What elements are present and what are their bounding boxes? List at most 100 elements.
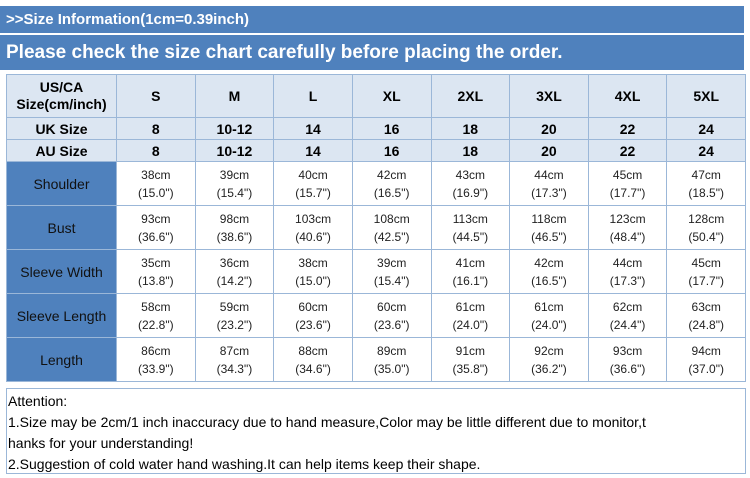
measurement-inch: (34.6") [295,361,331,376]
measurement-cm: 98cm [219,211,250,226]
uk-size-label: UK Size [6,117,117,140]
measurement-cm: 113cm [452,211,488,226]
measurement-cell: 42cm (16.5") [351,161,432,206]
size-header-label: US/CA Size(cm/inch) [6,74,117,118]
au-size-cell: 16 [351,139,432,162]
measurement-inch: (16.5") [373,185,410,200]
au-size-cell: 20 [509,139,589,162]
uk-size-row: UK Size 8 10-12 14 16 18 20 22 24 [6,117,746,140]
measurement-cm: 47cm [691,167,721,182]
attention-line-3: 2.Suggestion of cold water hand washing.… [8,456,481,472]
measurement-cm: 123cm [609,211,646,226]
measurement-cell: 92cm (36.2") [509,337,589,382]
measurement-cm: 93cm [141,211,171,226]
measurement-row: Bust 93cm (36.6") 98cm (38.6") 103cm (40.6") 10… [6,205,746,250]
measurement-inch: (24.0") [452,317,489,332]
size-column-header: M [194,74,275,118]
measurement-inch: (17.7") [688,273,724,288]
size-column-header: 4XL [587,74,668,118]
size-column-header: 5XL [666,74,746,118]
measurement-cell: 62cm (24.4") [587,293,668,338]
measurement-inch: (14.2") [216,273,253,288]
measurement-cell: 91cm (35.8") [430,337,511,382]
measurement-cell: 61cm (24.0") [430,293,511,338]
measurement-cell: 47cm (18.5") [666,161,746,206]
measurement-cm: 89cm [377,343,407,358]
measurement-cm: 43cm [455,167,485,182]
uk-size-cell: 8 [116,117,196,140]
measurement-cm: 45cm [691,255,721,270]
measurement-cm: 36cm [219,255,250,270]
measurement-cm: 44cm [612,255,643,270]
measurement-cell: 45cm (17.7") [587,161,668,206]
measurement-cm: 38cm [298,255,328,270]
size-column-header: XL [351,74,432,118]
measurement-inch: (13.8") [138,273,174,288]
measurement-cell: 39cm (15.4") [351,249,432,294]
measurement-inch: (24.8") [688,317,724,332]
au-size-label: AU Size [6,139,117,162]
measurement-row: Sleeve Width 35cm (13.8") 36cm (14.2") 38cm (1… [6,249,746,294]
au-size-cell: 18 [430,139,511,162]
measurement-inch: (15.4") [216,185,253,200]
measurement-cm: 92cm [534,343,564,358]
uk-size-cell: 14 [273,117,353,140]
measurement-row: Length 86cm (33.9") 87cm (34.3") 88cm (34.6") 8… [6,337,746,382]
measurement-cm: 41cm [455,255,485,270]
measurement-inch: (15.4") [373,273,410,288]
measurement-cell: 41cm (16.1") [430,249,511,294]
measurement-cell: 38cm (15.0") [273,249,353,294]
measurement-inch: (40.6") [295,229,331,244]
measurement-inch: (15.0") [295,273,331,288]
attention-line-2: hanks for your understanding! [8,435,194,451]
uk-size-cell: 20 [509,117,589,140]
measurement-inch: (35.0") [373,361,410,376]
measurement-inch: (16.9") [452,185,489,200]
measurement-inch: (38.6") [216,229,253,244]
measurement-inch: (23.2") [216,317,253,332]
measurement-cm: 40cm [298,167,328,182]
measurement-cell: 86cm (33.9") [116,337,196,382]
measurement-cm: 60cm [377,299,407,314]
measurement-cell: 89cm (35.0") [351,337,432,382]
measurement-cell: 118cm (46.5") [509,205,589,250]
measurement-cm: 61cm [534,299,564,314]
size-column-header: 3XL [509,74,589,118]
measurement-inch: (44.5") [452,229,489,244]
measurement-cm: 39cm [377,255,407,270]
attention-line-1: 1.Size may be 2cm/1 inch inaccuracy due … [8,414,646,430]
measurement-cm: 42cm [534,255,564,270]
au-size-cell: 10-12 [194,139,275,162]
measurement-cell: 61cm (24.0") [509,293,589,338]
size-info-banner: >>Size Information(1cm=0.39inch) [0,6,744,33]
measurement-cm: 88cm [298,343,328,358]
measurement-row: Sleeve Length 58cm (22.8") 59cm (23.2") 60cm (… [6,293,746,338]
measurement-inch: (23.6") [373,317,410,332]
measurement-inch: (35.8") [452,361,489,376]
measurement-cell: 88cm (34.6") [273,337,353,382]
attention-title: Attention: [8,393,68,409]
measurement-cell: 59cm (23.2") [194,293,275,338]
measurement-cell: 113cm (44.5") [430,205,511,250]
measurement-inch: (24.4") [609,317,646,332]
measurement-cm: 108cm [373,211,410,226]
measurement-inch: (50.4") [688,229,724,244]
measurement-inch: (22.8") [138,317,174,332]
measurement-inch: (24.0") [531,317,567,332]
measurement-inch: (36.6") [138,229,174,244]
measurement-cell: 93cm (36.6") [587,337,668,382]
measurement-inch: (37.0") [688,361,724,376]
size-column-header: 2XL [430,74,511,118]
measurement-cm: 86cm [141,343,171,358]
size-header-label-line1: US/CA [39,79,84,95]
measurement-cell: 94cm (37.0") [666,337,746,382]
measurement-cell: 36cm (14.2") [194,249,275,294]
size-header-row: US/CA Size(cm/inch) S M L XL 2XL 3XL 4XL 5XL [6,74,746,118]
measurement-inch: (36.6") [609,361,646,376]
measurement-inch: (42.5") [373,229,410,244]
size-column-header: L [273,74,353,118]
measurement-label: Sleeve Length [6,293,117,338]
measurement-cm: 94cm [691,343,721,358]
measurement-cm: 87cm [219,343,250,358]
measurement-cm: 44cm [534,167,564,182]
